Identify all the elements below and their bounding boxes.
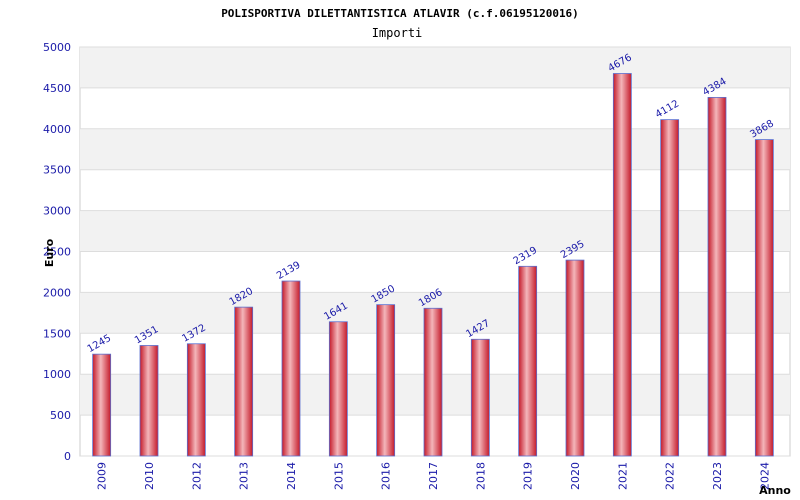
y-axis-title: Euro xyxy=(43,238,56,267)
x-tick-label: 2015 xyxy=(332,462,345,490)
y-tick-label: 2000 xyxy=(43,286,71,299)
bar xyxy=(234,306,254,457)
x-tick-label: 2010 xyxy=(143,462,156,490)
bar xyxy=(707,96,727,457)
x-tick-label: 2023 xyxy=(711,462,724,490)
y-tick-label: 3500 xyxy=(43,164,71,177)
grid-band xyxy=(80,47,790,88)
x-tick-label: 2018 xyxy=(474,462,487,490)
y-tick-label: 5000 xyxy=(43,41,71,54)
bar xyxy=(92,353,112,457)
bar xyxy=(423,307,443,457)
bar xyxy=(186,343,206,457)
y-tick-label: 0 xyxy=(64,450,71,463)
bar xyxy=(565,259,585,457)
chart-title: POLISPORTIVA DILETTANTISTICA ATLAVIR (c.… xyxy=(221,7,579,20)
x-tick-label: 2024 xyxy=(758,462,771,490)
x-tick-label: 2016 xyxy=(380,462,393,490)
bar xyxy=(281,280,301,457)
bar xyxy=(376,304,396,457)
x-tick-label: 2020 xyxy=(569,462,582,490)
bars xyxy=(92,73,774,457)
y-tick-labels: 0 500 1000 1500 2000 2500 3000 3500 4000 4500 5000 xyxy=(43,41,71,463)
chart-subtitle: Importi xyxy=(372,26,423,40)
bar xyxy=(139,345,159,457)
bar xyxy=(660,119,680,457)
y-tick-label: 3000 xyxy=(43,205,71,218)
x-tick-label: 2009 xyxy=(96,462,109,490)
x-tick-label: 2021 xyxy=(616,462,629,490)
x-tick-label: 2012 xyxy=(190,462,203,490)
bar xyxy=(612,73,632,457)
grid-band xyxy=(80,128,790,170)
bar xyxy=(518,265,538,457)
y-tick-label: 4000 xyxy=(43,123,71,136)
grid-band xyxy=(80,210,790,252)
x-tick-label: 2013 xyxy=(238,462,251,490)
y-tick-label: 2500 xyxy=(43,246,71,259)
y-tick-label: 500 xyxy=(50,409,71,422)
y-tick-label: 4500 xyxy=(43,82,71,95)
x-tick-labels: 2009 2010 2012 2013 2014 2015 2016 2017 2018 2019… xyxy=(96,462,772,490)
x-tick-label: 2019 xyxy=(522,462,535,490)
x-tick-label: 2014 xyxy=(285,462,298,490)
bar xyxy=(754,139,774,457)
y-tick-label: 1500 xyxy=(43,327,71,340)
x-axis-title: Anno xyxy=(759,484,791,497)
x-tick-label: 2017 xyxy=(427,462,440,490)
x-tick-label: 2022 xyxy=(664,462,677,490)
bar xyxy=(470,338,490,457)
bar xyxy=(328,321,348,457)
y-tick-label: 1000 xyxy=(43,368,71,381)
